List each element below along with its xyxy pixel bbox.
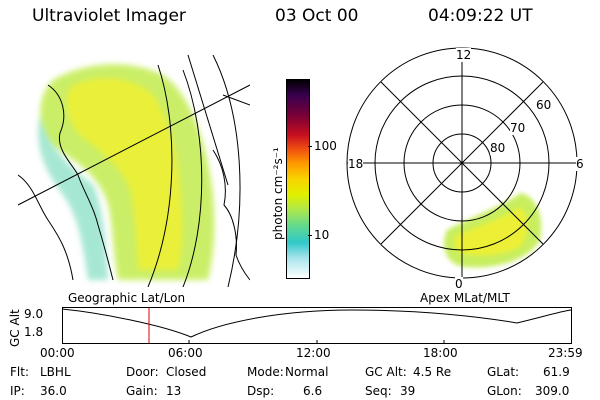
- dsp-value: 6.6: [303, 384, 323, 398]
- color-scale-bar: [286, 79, 310, 279]
- gc-alt-label: GC Alt:: [365, 365, 407, 379]
- aurora-band-inner: [66, 78, 183, 270]
- glat-value: 61.9: [543, 365, 570, 379]
- timeline-ytick: 1.8: [24, 325, 44, 339]
- geographic-aurora-image: [18, 55, 250, 287]
- coastline-greenland: [47, 84, 114, 281]
- observation-time: 04:09:22 UT: [428, 6, 533, 26]
- gain-label: Gain:: [126, 384, 158, 398]
- mlat-label-60: 60: [536, 98, 552, 112]
- seq-label: Seq:: [365, 384, 392, 398]
- longitude-line: [222, 94, 250, 106]
- ip-value: 36.0: [40, 384, 67, 398]
- latitude-line: [182, 69, 203, 287]
- mlat-label-70: 70: [510, 121, 526, 135]
- orbit-altitude-timeline: [62, 307, 572, 344]
- door-label: Door:: [126, 365, 159, 379]
- observation-date: 03 Oct 00: [275, 6, 359, 26]
- seq-value: 39: [400, 384, 416, 398]
- timeline-frame: [62, 307, 572, 344]
- aurora-edge: [38, 115, 108, 280]
- mlt-label-18: 18: [348, 157, 364, 171]
- colorbar-tick: [308, 146, 312, 147]
- colorbar-tick-label: 10: [314, 228, 330, 242]
- latitude-line: [212, 55, 241, 287]
- mode-label: Mode:: [247, 365, 284, 379]
- colorbar-unit-label: photon cm⁻²s⁻¹: [271, 147, 285, 240]
- mlt-spoke: [380, 81, 544, 245]
- timeline-xtick-label: 06:00: [168, 346, 203, 360]
- coastline-scandinavia: [212, 149, 250, 281]
- polar-panel-caption: Apex MLat/MLT: [420, 291, 510, 305]
- timeline-ytick: 9.0: [24, 307, 44, 321]
- glon-label: GLon:: [487, 384, 522, 398]
- flt-label: Flt:: [10, 365, 29, 379]
- longitude-line: [18, 84, 250, 206]
- timeline-ylabel: GC Alt: [8, 309, 22, 347]
- altitude-curve: [62, 308, 572, 338]
- dsp-label: Dsp:: [247, 384, 275, 398]
- mlat-label-80: 80: [490, 141, 506, 155]
- timeline-xtick-label: 23:59: [548, 346, 583, 360]
- timeline-xtick-label: 00:00: [40, 346, 75, 360]
- polar-aurora-core: [454, 207, 528, 256]
- ip-label: IP:: [10, 384, 25, 398]
- mlt-label-12: 12: [456, 48, 472, 62]
- timeline-xtick-label: 18:00: [423, 346, 458, 360]
- mlt-label-6: 6: [576, 157, 584, 171]
- flt-value: LBHL: [40, 365, 71, 379]
- timeline-xtick-label: 12:00: [296, 346, 331, 360]
- colorbar-tick: [308, 235, 312, 236]
- glat-label: GLat:: [487, 365, 520, 379]
- geo-panel-caption: Geographic Lat/Lon: [68, 291, 186, 305]
- coastline-canada: [18, 174, 74, 281]
- gc-alt-value: 4.5 Re: [413, 365, 452, 379]
- gain-value: 13: [166, 384, 182, 398]
- latitude-line: [147, 64, 173, 287]
- glon-value: 309.0: [535, 384, 570, 398]
- instrument-title: Ultraviolet Imager: [32, 6, 186, 26]
- longitude-line: [187, 55, 229, 186]
- mlt-label-0: 0: [455, 277, 463, 291]
- colorbar-tick-label: 100: [314, 139, 337, 153]
- polar-aurora-plot: [346, 47, 578, 279]
- door-value: Closed: [166, 365, 207, 379]
- mode-value: Normal: [285, 365, 329, 379]
